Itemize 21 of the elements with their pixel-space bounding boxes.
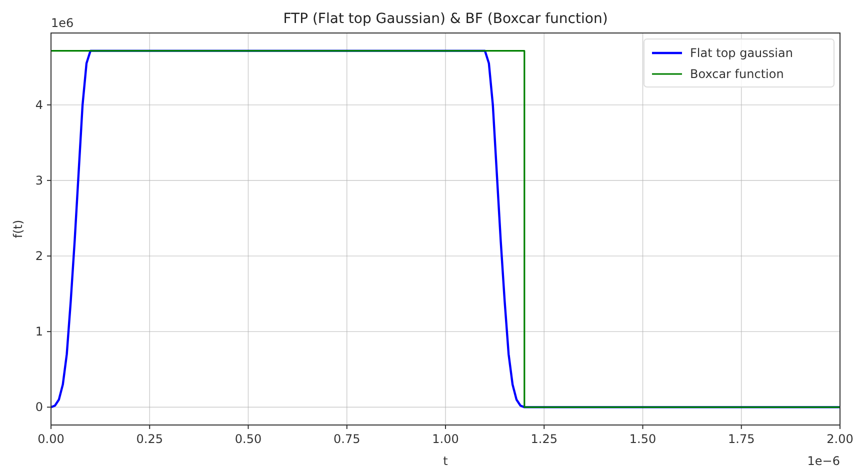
y-axis-title: f(t) (11, 220, 25, 238)
text: 1e6 (51, 16, 74, 30)
chart-title: FTP (Flat top Gaussian) & BF (Boxcar function) (283, 11, 608, 27)
y-tick-label: 2 (35, 249, 43, 264)
x-tick-label: 1.00 (432, 432, 459, 446)
x-tick-label: 1.75 (728, 432, 755, 446)
x-tick-label: 0.00 (38, 432, 64, 446)
text: 1e−6 (807, 454, 840, 468)
x-axis-title: t (443, 454, 448, 468)
x-tick-label: 2.00 (826, 432, 854, 446)
legend-label: Boxcar function (690, 67, 784, 81)
x-tick-label: 1.50 (629, 432, 656, 446)
x-tick-label: 1.25 (530, 432, 558, 446)
legend-label: Flat top gaussian (690, 46, 793, 60)
y-tick-label: 1 (35, 324, 43, 339)
x-tick-label: 0.25 (136, 432, 163, 446)
x-tick-label: 0.50 (234, 432, 262, 446)
y-tick-label: 3 (35, 173, 43, 188)
y-tick-label: 0 (35, 400, 43, 414)
x-tick-label: 0.75 (334, 432, 360, 446)
y-tick-label: 4 (35, 98, 43, 112)
